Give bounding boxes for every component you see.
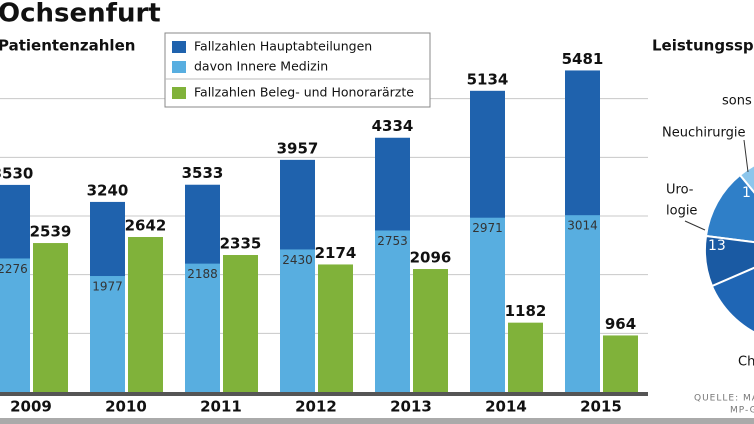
pie-label: Uro- [666, 183, 694, 198]
value-label: 964 [605, 315, 636, 333]
pie-label: Ch [738, 355, 754, 370]
x-tick-label: 2013 [390, 398, 432, 416]
bar [603, 335, 638, 392]
legend-box [164, 32, 431, 108]
value-label: 1977 [92, 280, 123, 294]
bar [223, 255, 258, 392]
value-label: 4334 [372, 117, 414, 135]
x-tick-label: 2012 [295, 398, 337, 416]
value-label: 2539 [30, 223, 72, 241]
value-label: 2335 [220, 235, 262, 253]
value-label: 5134 [467, 70, 509, 88]
value-label: 2096 [410, 249, 452, 267]
source: MP-G [730, 406, 754, 416]
bottom-rule [0, 418, 754, 424]
value-label: 2276 [0, 262, 28, 276]
bar [565, 215, 600, 392]
legend-swatch [172, 61, 186, 73]
value-label: 1182 [505, 302, 547, 320]
pie-slice [738, 164, 754, 194]
value-label: 3957 [277, 139, 319, 157]
value-label: 2753 [377, 234, 408, 248]
pie-slice [704, 173, 754, 244]
bar [375, 230, 410, 392]
legend: Fallzahlen Hauptabteilungen davon Innere … [164, 32, 431, 108]
x-tick-label: 2011 [200, 398, 242, 416]
value-label: 3240 [87, 181, 129, 199]
slice-value: 13 [708, 238, 726, 254]
x-tick-label: 2015 [580, 398, 622, 416]
value-label: 3014 [567, 219, 598, 233]
value-label: 2430 [282, 253, 313, 267]
leader-line [743, 139, 749, 173]
bar [508, 322, 543, 392]
bar [185, 263, 220, 392]
pie-label: logie [666, 204, 697, 219]
bar [413, 269, 448, 392]
bar [90, 276, 125, 392]
pie-slice [703, 234, 754, 288]
legend-label: Fallzahlen Beleg- und Honorarärzte [194, 85, 414, 100]
source: QUELLE: MA [694, 394, 754, 404]
legend-label: davon Innere Medizin [194, 59, 328, 74]
legend-swatch [172, 41, 186, 53]
slice-value: 1 [742, 185, 751, 201]
bar [33, 243, 68, 392]
value-label: 3533 [182, 164, 224, 182]
pie-label: Neuchirurgie [662, 126, 746, 141]
x-tick-label: 2014 [485, 398, 527, 416]
x-axis [0, 392, 648, 396]
plot-area: 3530 2276 2539 2009 3240 1977 2642 2010 3533 2188… [0, 50, 648, 416]
bar [280, 249, 315, 392]
bar [0, 258, 30, 392]
pie-title: Leistungsspe [652, 37, 754, 55]
value-label: 2642 [125, 217, 167, 235]
bar [318, 264, 353, 392]
chart-subtitle: Patientenzahlen [0, 37, 135, 55]
leader-line [684, 220, 706, 231]
chart-title: Ochsenfurt [0, 0, 161, 29]
value-label: 2188 [187, 267, 218, 281]
legend-label: Fallzahlen Hauptabteilungen [194, 39, 372, 54]
x-tick-label: 2009 [10, 398, 52, 416]
value-label: 2971 [472, 221, 503, 235]
bar [470, 217, 505, 392]
value-label: 2174 [315, 244, 357, 262]
value-label: 5481 [562, 50, 604, 68]
x-tick-label: 2010 [105, 398, 147, 416]
pie-panel: Leistungsspe sons Neuchirurgie Uro- logi… [652, 37, 754, 416]
bar [128, 237, 163, 392]
pie-label: sons [722, 94, 752, 109]
legend-swatch [172, 87, 186, 99]
value-label: 3530 [0, 164, 33, 182]
